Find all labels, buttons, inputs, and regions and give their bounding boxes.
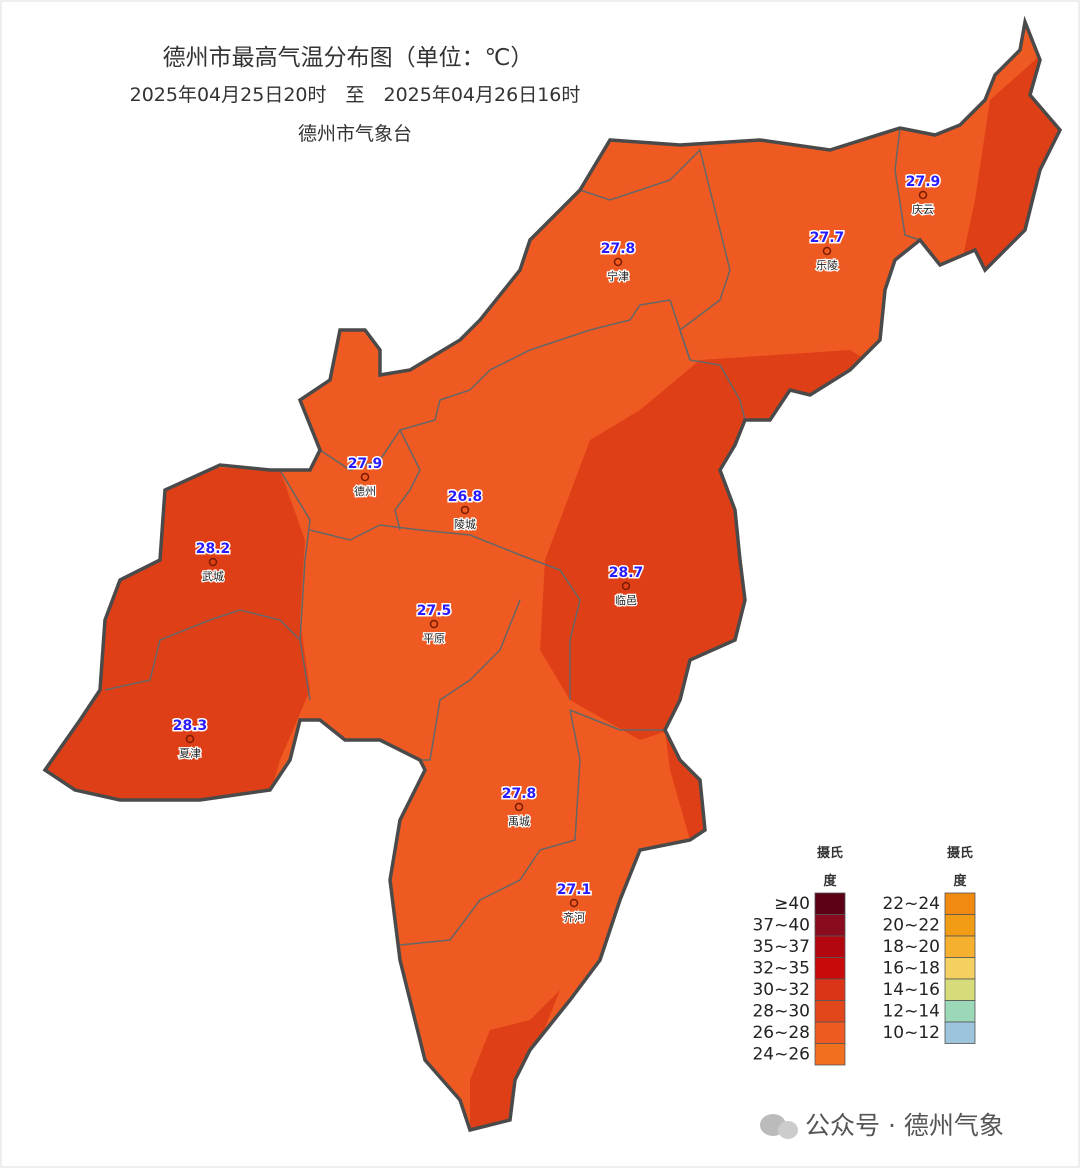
legend-label: 37~40 — [752, 916, 810, 936]
watermark-text: 公众号 · 德州气象 — [805, 1111, 1004, 1140]
station-name: 平原 — [423, 632, 445, 645]
legend-heading: 摄氏度 — [817, 845, 843, 889]
station-value: 27.8 — [502, 786, 537, 802]
station-value: 28.7 — [609, 565, 644, 581]
legend-swatch — [814, 935, 846, 958]
station: 26.8 陵城 — [446, 488, 484, 533]
legend-swatch — [814, 978, 846, 1001]
station-name: 临邑 — [615, 593, 637, 607]
legend-swatch — [944, 1021, 976, 1044]
legend-swatch — [944, 957, 976, 980]
station-value: 27.9 — [348, 456, 383, 472]
legend-label: 24~26 — [752, 1045, 810, 1065]
station-dot — [429, 619, 439, 629]
station: 27.9 德州 — [346, 455, 384, 500]
map-outline — [42, 15, 1063, 1133]
station-dot — [621, 581, 631, 591]
station: 27.7 乐陵 — [808, 229, 846, 274]
legend-label: 14~16 — [882, 980, 940, 1000]
station-value: 28.3 — [173, 718, 208, 734]
legend-label: 35~37 — [752, 937, 810, 957]
station-dot — [360, 472, 370, 482]
station: 27.5 平原 — [415, 602, 453, 647]
legend-label: 30~32 — [752, 980, 810, 1000]
station-dot — [460, 505, 470, 515]
legend-heading: 摄氏度 — [947, 845, 973, 889]
station: 27.1 齐河 — [555, 881, 593, 926]
station: 28.2 武城 — [194, 540, 232, 585]
legend-label: 20~22 — [882, 916, 940, 936]
legend-swatch — [944, 1000, 976, 1023]
legend-label: 12~14 — [882, 1002, 940, 1022]
legend-label: 10~12 — [882, 1023, 940, 1043]
station-name: 禹城 — [508, 815, 530, 828]
legend-label: 16~18 — [882, 959, 940, 979]
station-name: 乐陵 — [816, 259, 838, 272]
station: 27.8 禹城 — [500, 785, 538, 830]
period: 2025年04月25日20时 至 2025年04月26日16时 — [130, 84, 581, 106]
agency: 德州市气象台 — [298, 123, 412, 145]
legend-swatch — [944, 978, 976, 1001]
station-value: 27.7 — [810, 230, 845, 246]
station-name: 德州 — [354, 484, 376, 498]
station-value: 27.1 — [557, 882, 592, 898]
legend-label: 26~28 — [752, 1023, 810, 1043]
station-value: 27.8 — [601, 241, 636, 257]
legend-label: 28~30 — [752, 1002, 810, 1022]
station-dot — [822, 246, 832, 256]
station-value: 27.9 — [906, 174, 941, 190]
station-name: 武城 — [202, 570, 224, 583]
station: 27.8 宁津 — [599, 240, 637, 285]
station-dot — [569, 898, 579, 908]
station-name: 宁津 — [607, 269, 629, 283]
station-dot — [918, 190, 928, 200]
station-dot — [185, 734, 195, 744]
legend-swatch — [814, 1021, 846, 1044]
legend-swatch — [944, 914, 976, 937]
legend-swatch — [814, 1000, 846, 1023]
legend-label: 18~20 — [882, 937, 940, 957]
legend-swatch — [814, 914, 846, 937]
legend-label: 22~24 — [882, 894, 940, 914]
legend-swatch — [814, 1043, 846, 1066]
station-name: 陵城 — [454, 518, 476, 531]
legend-swatch — [814, 892, 846, 915]
station-value: 27.5 — [417, 603, 452, 619]
county-borders — [104, 127, 921, 946]
station-dot — [514, 802, 524, 812]
legend-swatch — [944, 935, 976, 958]
legend-label: 32~35 — [752, 959, 810, 979]
legend-swatch — [814, 957, 846, 980]
title: 德州市最高气温分布图（单位：℃） — [163, 45, 534, 71]
station-name: 庆云 — [912, 202, 934, 216]
station-value: 26.8 — [448, 489, 483, 505]
station: 27.9 庆云 — [904, 173, 942, 218]
legend-label: ≥40 — [774, 894, 810, 914]
legend-swatch — [944, 892, 976, 915]
station-value: 28.2 — [196, 541, 231, 557]
station: 28.7 临邑 — [607, 564, 645, 609]
station-dot — [208, 557, 218, 567]
station-name: 夏津 — [179, 747, 201, 760]
station-dot — [613, 257, 623, 267]
watermark: 公众号 · 德州气象 — [760, 1111, 1004, 1140]
station: 28.3 夏津 — [171, 717, 209, 762]
station-name: 齐河 — [563, 910, 585, 924]
